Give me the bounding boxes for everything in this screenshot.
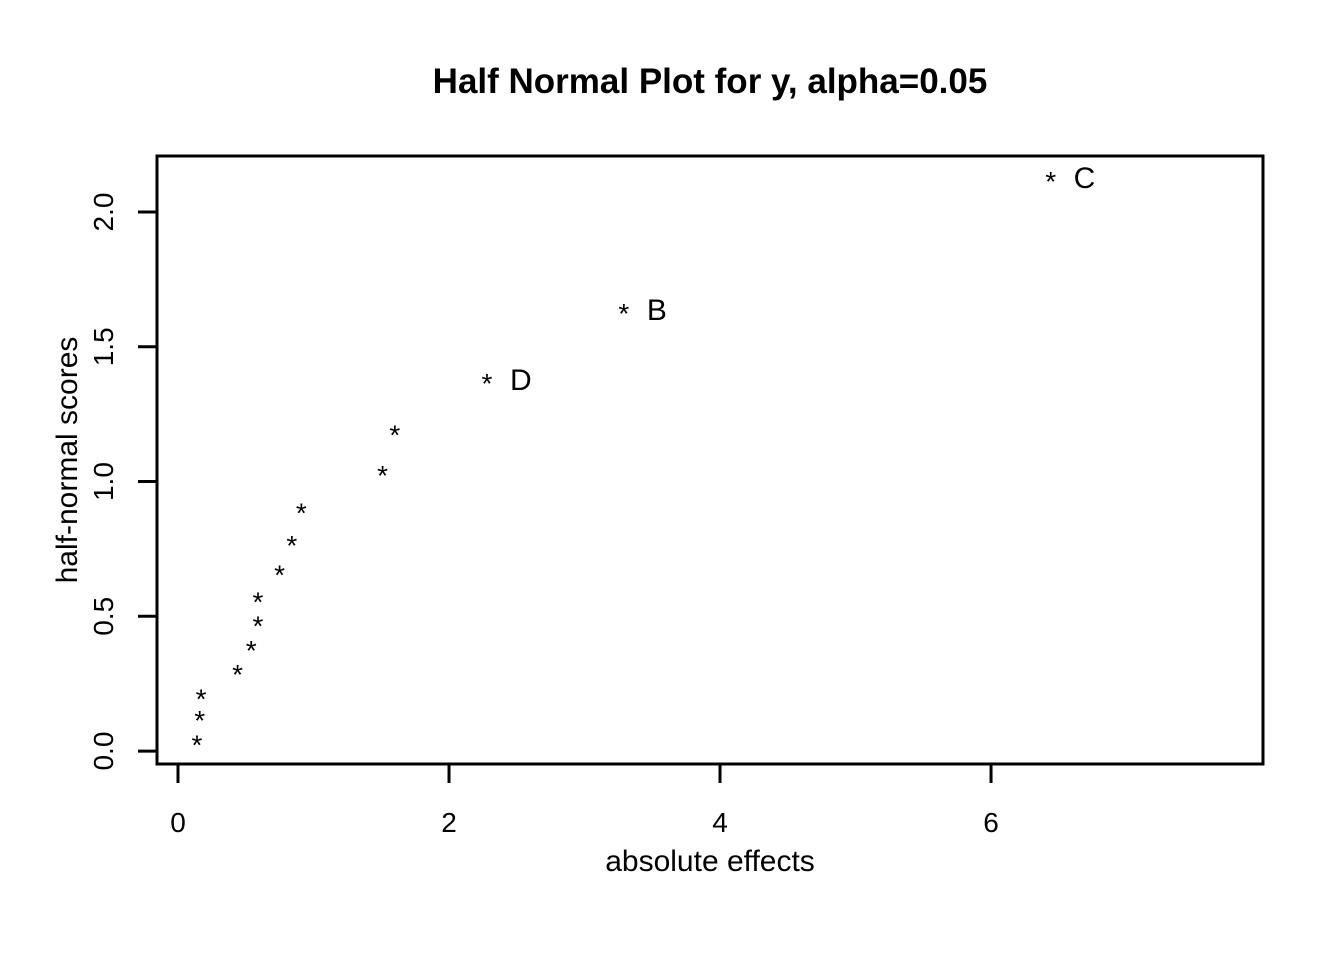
data-point: *: [192, 729, 203, 760]
data-point: *: [252, 586, 263, 617]
data-point: *: [1045, 166, 1056, 197]
y-tick-label: 0.5: [88, 597, 119, 636]
data-point: *: [482, 368, 493, 399]
chart-title: Half Normal Plot for y, alpha=0.05: [433, 62, 988, 101]
x-tick-label: 6: [983, 807, 999, 838]
x-axis-label: absolute effects: [605, 845, 815, 878]
data-point: *: [389, 419, 400, 450]
y-axis-label: half-normal scores: [51, 337, 84, 584]
y-tick-label: 2.0: [88, 193, 119, 232]
data-point: *: [618, 298, 629, 329]
data-point: *: [196, 683, 207, 714]
data-point: *: [232, 659, 243, 690]
x-tick-label: 0: [170, 807, 186, 838]
y-tick-label: 0.0: [88, 732, 119, 771]
data-point: *: [286, 530, 297, 561]
data-point: *: [296, 498, 307, 529]
data-point: *: [377, 460, 388, 491]
point-label: D: [510, 364, 532, 397]
data-point: *: [246, 635, 257, 666]
data-point: *: [194, 705, 205, 736]
plot-box: [155, 154, 1265, 766]
data-point: *: [274, 559, 285, 590]
x-tick-label: 2: [441, 807, 457, 838]
point-label: C: [1074, 162, 1096, 195]
point-label: B: [647, 294, 667, 327]
data-point: *: [252, 611, 263, 642]
x-tick-label: 4: [712, 807, 728, 838]
y-tick-label: 1.5: [88, 327, 119, 366]
y-tick-label: 1.0: [88, 462, 119, 501]
